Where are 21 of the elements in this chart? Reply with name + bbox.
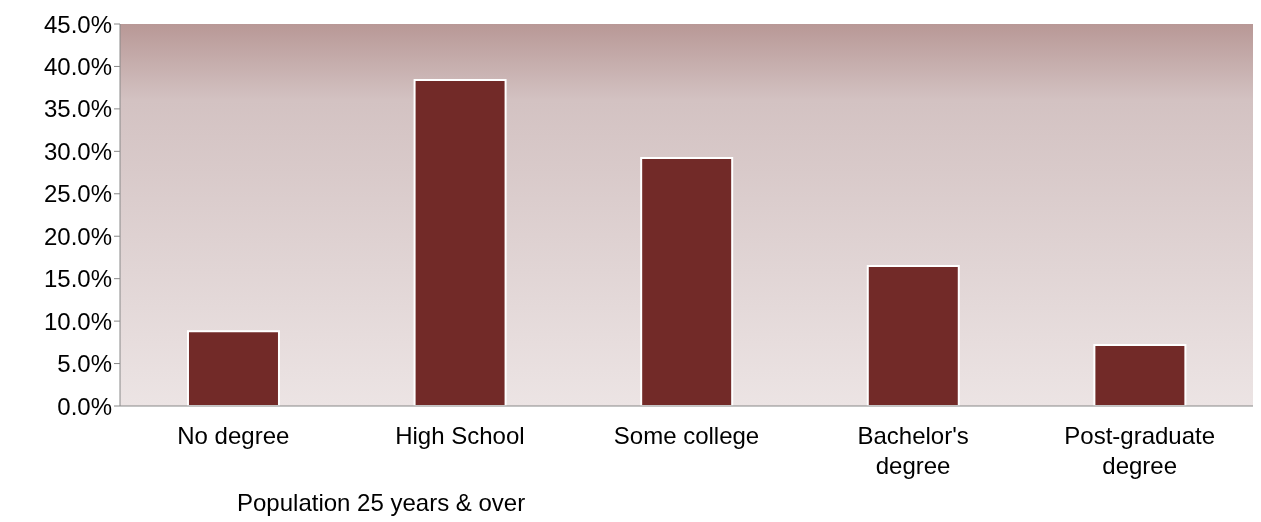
bar [1093,343,1187,406]
x-tick-label: Some college [613,422,760,449]
y-tick-label: 5.0% [57,350,112,378]
x-tick-label: Bachelor's degree [857,422,969,479]
y-tick-label: 45.0% [43,10,112,38]
x-axis-title: Population 25 years & over [236,488,527,518]
x-tick-label: High School [395,422,525,449]
x-tick-label: No degree [177,422,290,449]
bar [413,79,507,406]
bar [186,330,280,406]
x-tick-label: Post-graduate degree [1064,422,1216,479]
y-tick-label: 20.0% [43,222,112,250]
y-tick-label: 10.0% [43,307,112,335]
y-tick-label: 30.0% [43,137,112,165]
y-tick-label: 25.0% [43,180,112,208]
y-tick-label: 35.0% [43,95,112,123]
y-tick-label: 15.0% [43,265,112,293]
bar [640,157,734,406]
y-tick-label: 0.0% [57,392,112,420]
bar [866,264,960,406]
y-tick-label: 40.0% [43,52,112,80]
